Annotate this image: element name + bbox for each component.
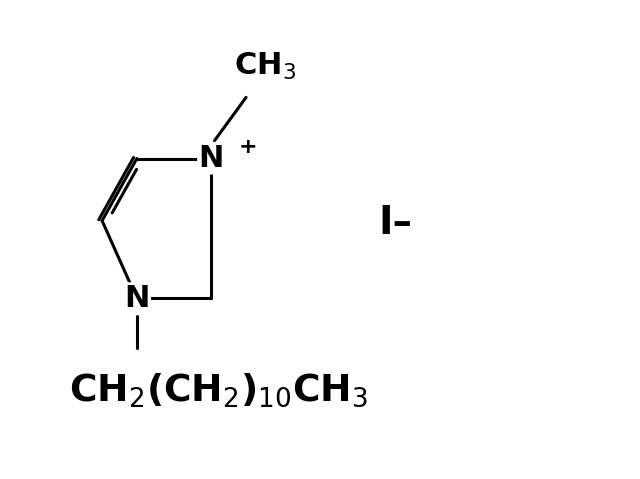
Text: +: +	[239, 137, 257, 157]
Text: I–: I–	[379, 204, 413, 242]
Text: CH$_3$: CH$_3$	[234, 51, 296, 82]
Text: N: N	[198, 144, 224, 173]
Text: N: N	[124, 284, 150, 313]
Text: CH$_2$(CH$_2$)$_{10}$CH$_3$: CH$_2$(CH$_2$)$_{10}$CH$_3$	[70, 371, 369, 409]
